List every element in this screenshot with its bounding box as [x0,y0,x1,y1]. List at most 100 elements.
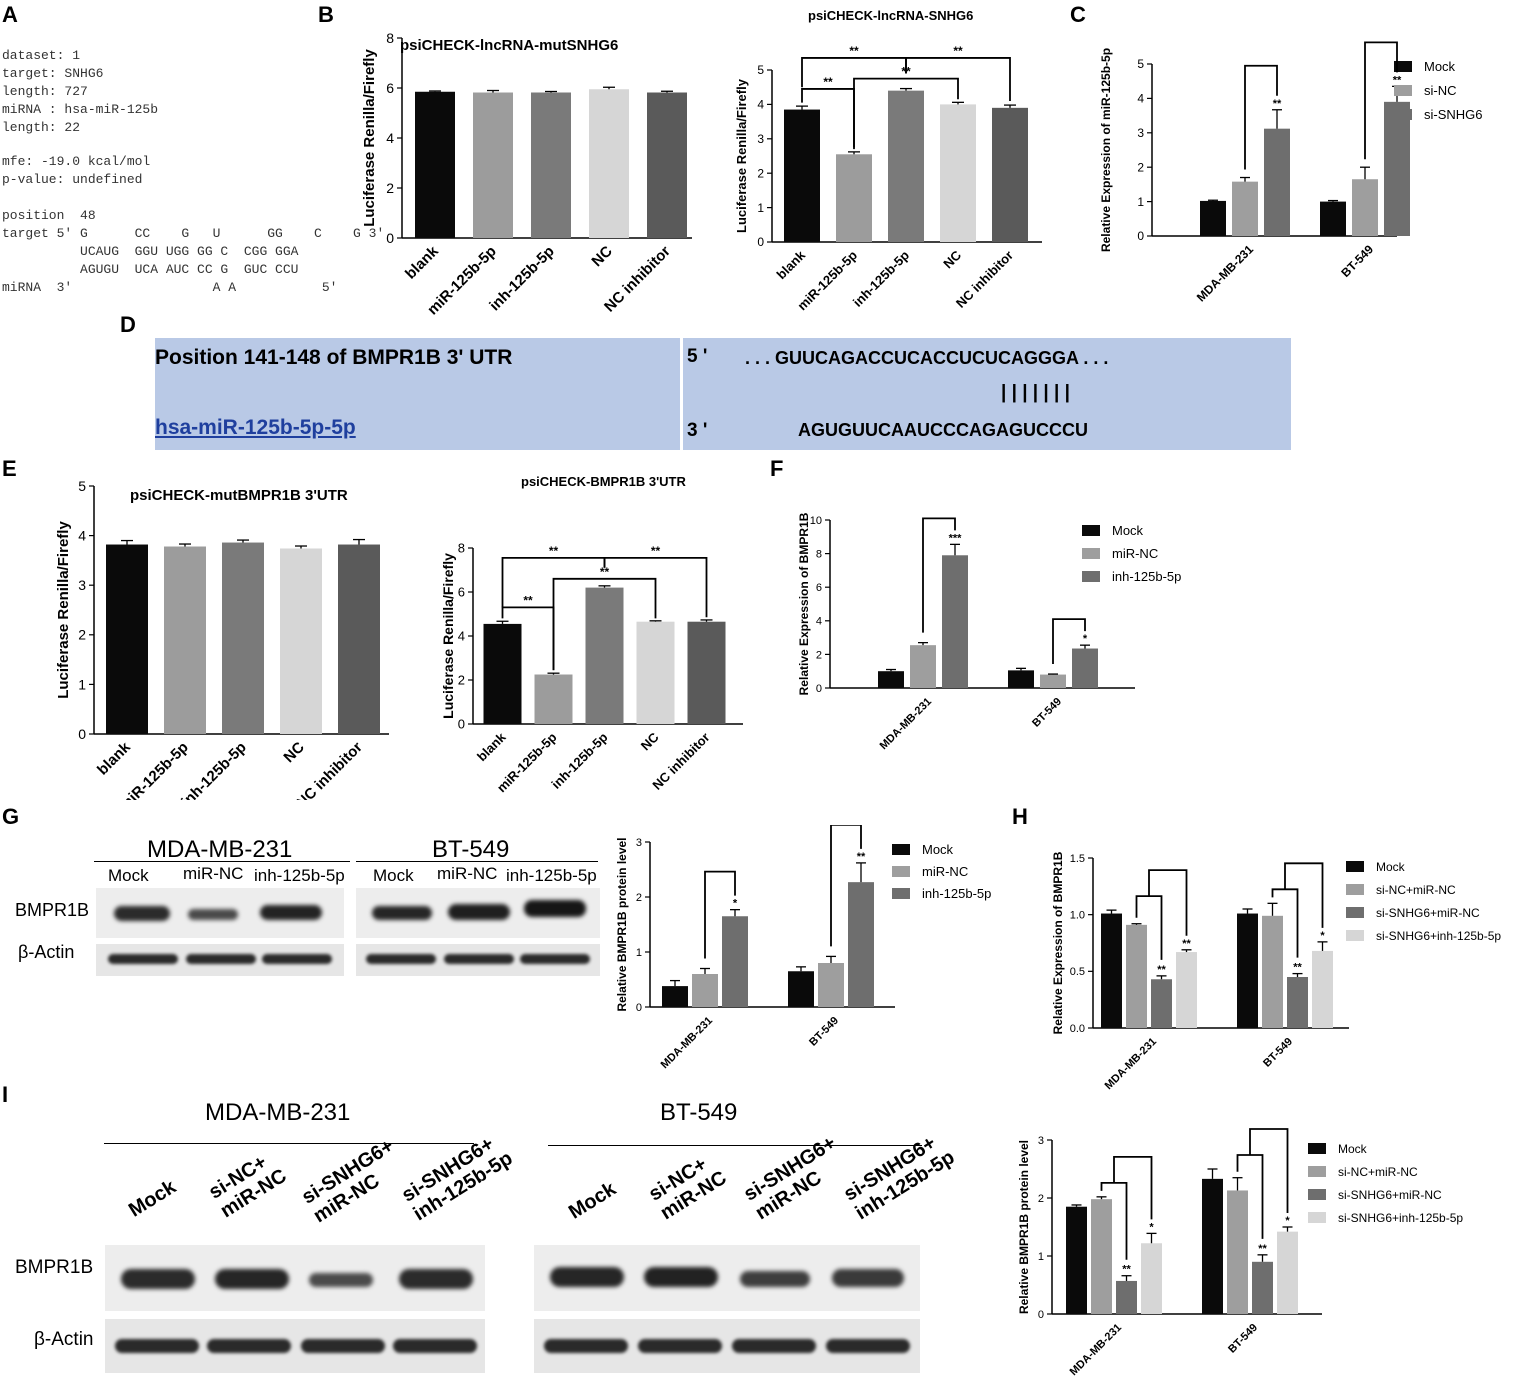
blot-membrane [534,1319,920,1373]
y-tick-label: 5 [78,478,86,494]
blot-membrane [105,1245,485,1311]
panel-letter-a: A [2,2,18,27]
bar [910,645,936,688]
alignment-line: length: 727 [2,84,88,99]
bar [687,621,726,724]
significance-label: ** [1293,962,1302,974]
bar [848,882,874,1007]
significance-label: ** [1157,964,1166,976]
chart-e-mut-bmpr1b: 0 1 2 3 4 5 Luciferase Renilla/Firefly psiCHECK… [55,478,389,800]
legend-label: Mock [1424,59,1456,74]
blot-row-label: BMPR1B [15,900,90,920]
bar [1264,128,1290,236]
bar [940,104,976,243]
significance-label: ** [1258,1243,1267,1255]
bar [531,92,571,238]
significance-label: * [1320,930,1325,942]
legend-label: si-SNHG6 [1424,107,1483,122]
bar [280,548,322,734]
significance-label: ** [651,544,661,558]
y-tick-label: 0 [1038,1309,1044,1321]
y-axis-label: Relative BMPR1B protein level [615,837,629,1011]
legend-swatch [1308,1212,1326,1223]
bar [1040,674,1066,688]
chart-title: psiCHECK-lncRNA-SNHG6 [808,8,973,23]
blot-g: MDA-MB-231 BT-549 Mock miR-NC inh-125b-5… [0,830,610,990]
bar [1262,915,1283,1028]
y-tick-label: 0 [816,683,822,695]
blot-g-line-2 [356,861,598,862]
y-tick-label: 6 [386,80,394,96]
bar [1072,648,1098,688]
y-tick-label: 6 [458,585,465,600]
bar [636,621,675,724]
category-label: MDA-MB-231 [1103,1036,1159,1092]
bar [1384,101,1410,236]
significance-bracket [853,77,959,148]
y-axis-label: Relative BMPR1B protein level [1017,1140,1031,1314]
category-label: blank [402,242,442,282]
y-tick-label: 0.0 [1070,1023,1085,1035]
blot-i-cell-line-1: MDA-MB-231 [205,1099,351,1126]
legend-swatch [1308,1143,1326,1154]
panel-letter-e: E [2,456,17,481]
legend-swatch [1394,109,1412,120]
y-tick-label: 8 [386,30,394,46]
bar [662,986,688,1007]
y-tick-label: 10 [810,515,822,527]
alignment-line: UCAUG GGU UGG GG C CGG GGA [2,244,299,259]
bar [1066,1206,1087,1314]
significance-bracket [603,557,708,618]
y-tick-label: 3 [636,837,642,849]
significance-bracket [1148,869,1188,936]
five-prime-label: 5 ' [687,346,708,367]
y-tick-label: 5 [1137,57,1144,71]
bar [1232,181,1258,236]
bar [585,587,624,724]
legend-label: si-SNHG6+miR-NC [1376,906,1480,920]
bar [692,974,718,1007]
significance-bracket [1249,1128,1289,1213]
y-tick-label: 4 [458,629,465,644]
lane-label: miR-NC [437,864,498,883]
significance-bracket [1244,64,1278,170]
significance-bracket [922,517,956,633]
y-tick-label: 4 [78,528,86,544]
alignment-line: position 48 [2,208,96,223]
alignment-line: miRNA 3' A A 5' [2,280,338,295]
category-label: MDA-MB-231 [1068,1322,1124,1378]
category-label: inh-125b-5p [178,739,250,800]
bar [589,89,629,238]
blot-g-cell-line-1: MDA-MB-231 [147,836,293,863]
bar [647,92,687,238]
blot-membrane [356,888,600,938]
blot-row-label: β-Actin [18,942,75,962]
utr-position-label: Position 141-148 of BMPR1B 3' UTR [155,346,513,369]
bar [784,109,820,242]
chart-b-snhg6: 0 1 2 3 4 5 Luciferase Renilla/Firefly psiCHECK… [734,8,1042,313]
blot-membrane [356,944,600,976]
alignment-line: target 5' G CC G U GG C G 3' [2,226,385,241]
y-tick-label: 1 [757,201,764,215]
bar [1252,1261,1273,1314]
y-tick-label: 2 [1038,1193,1044,1205]
lane-label: Mock [108,866,149,885]
mirna-link[interactable]: hsa-miR-125b-5p-5p [155,416,356,439]
y-axis-label: Relative Expression of BMPR1B [1051,851,1065,1034]
alignment-line: target: SNHG6 [2,66,104,81]
bar [164,546,206,734]
legend-swatch [892,844,910,855]
panel-letter-h: H [1012,804,1028,829]
significance-label: * [1083,633,1088,645]
category-label: MDA-MB-231 [659,1015,715,1071]
lane-label: si-NC+ miR-NC [205,1151,291,1223]
y-tick-label: 8 [816,548,822,560]
bar [888,90,924,242]
chart-c-mir125b-expression: 0 1 2 3 4 5 Relative Expression of miR-125b-5p… [1099,41,1483,304]
chart-title: psiCHECK-BMPR1B 3'UTR [521,474,686,489]
alignment-line: length: 22 [2,120,81,135]
chart-i-bmpr1b-protein: 0 1 2 3 Relative BMPR1B protein level MDA-MB-… [1017,1128,1463,1378]
panel-letter-b: B [318,2,334,27]
lane-label: si-NC+ miR-NC [645,1153,731,1225]
y-tick-label: 2 [816,649,822,661]
